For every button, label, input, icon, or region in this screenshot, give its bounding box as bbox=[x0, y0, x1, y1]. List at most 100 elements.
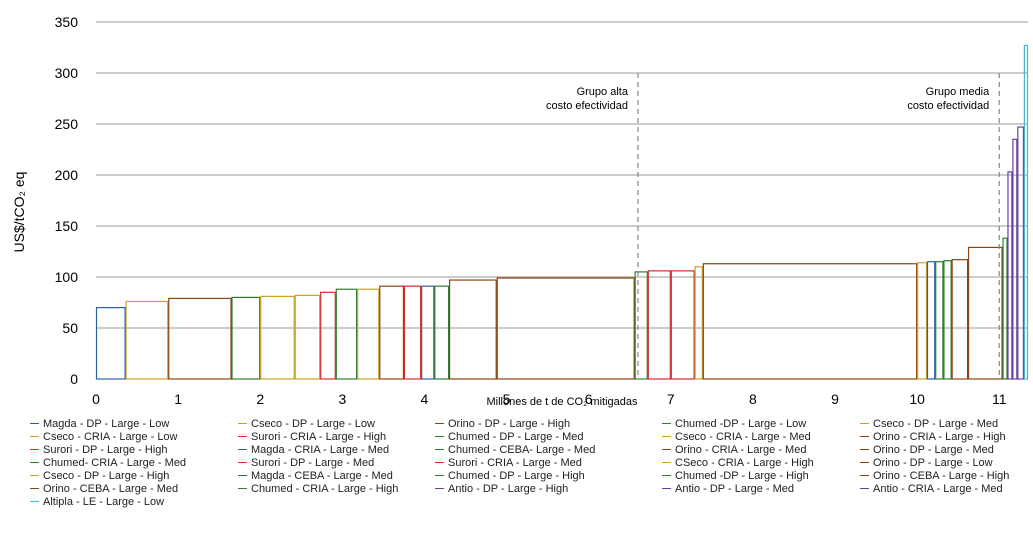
legend-label: Surori - DP - Large - Med bbox=[251, 457, 374, 469]
legend-swatch bbox=[238, 462, 247, 463]
y-tick-label: 250 bbox=[55, 116, 79, 132]
legend-label: Surori - DP - Large - High bbox=[43, 444, 168, 456]
bar-31 bbox=[1024, 45, 1027, 379]
bar-3 bbox=[169, 298, 231, 379]
bar-24 bbox=[944, 261, 951, 379]
bar-21 bbox=[918, 263, 927, 379]
bar-10 bbox=[380, 286, 404, 379]
legend-swatch bbox=[860, 423, 869, 424]
bar-14 bbox=[450, 280, 497, 379]
x-tick-label: 7 bbox=[667, 391, 675, 407]
legend-item: Chumed - CEBA- Large - Med bbox=[435, 444, 595, 457]
legend-swatch bbox=[662, 488, 671, 489]
legend-label: Chumed - CRIA - Large - High bbox=[251, 483, 398, 495]
legend-swatch bbox=[30, 449, 39, 450]
mac-chart: Grupo alta costo efectividad Grupo media co… bbox=[0, 0, 1033, 410]
legend-swatch bbox=[435, 475, 444, 476]
legend-label: Antio - DP - Large - Med bbox=[675, 483, 794, 495]
legend-label: Magda - CRIA - Large - Med bbox=[251, 444, 389, 456]
legend-swatch bbox=[238, 449, 247, 450]
legend-item: Chumed -DP - Large - Low bbox=[662, 418, 806, 431]
bar-30 bbox=[1018, 127, 1024, 379]
bar-16 bbox=[635, 272, 647, 379]
legend-item: Chumed - DP - Large - Med bbox=[435, 431, 584, 444]
annotation-label-line2: costo efectividad bbox=[546, 100, 628, 112]
legend-item: Orino - CEBA - Large - Med bbox=[30, 483, 178, 496]
bar-15 bbox=[497, 278, 634, 379]
legend-label: Cseco - CRIA - Large - Low bbox=[43, 431, 178, 443]
bar-27 bbox=[1003, 238, 1007, 379]
y-tick-label: 50 bbox=[62, 320, 78, 336]
legend-swatch bbox=[860, 488, 869, 489]
legend-label: Antio - DP - Large - High bbox=[448, 483, 568, 495]
legend-item: Chumed -DP - Large - High bbox=[662, 470, 809, 483]
x-tick-label: 4 bbox=[421, 391, 429, 407]
legend-swatch bbox=[860, 475, 869, 476]
legend-label: Cseco - DP - Large - Med bbox=[873, 418, 998, 430]
legend-item: Chumed - CRIA - Large - High bbox=[238, 483, 398, 496]
legend-swatch bbox=[662, 423, 671, 424]
legend-label: Chumed -DP - Large - Low bbox=[675, 418, 806, 430]
legend-item: Cseco - CRIA - Large - Med bbox=[662, 431, 811, 444]
y-tick-labels: 0 50 100 150 200 250 300 350 bbox=[55, 14, 79, 387]
legend-swatch bbox=[662, 449, 671, 450]
legend-swatch bbox=[860, 462, 869, 463]
legend-swatch bbox=[30, 488, 39, 489]
legend-swatch bbox=[435, 423, 444, 424]
legend-item: Surori - CRIA - Large - Med bbox=[435, 457, 582, 470]
legend-item: Antio - DP - Large - Med bbox=[662, 483, 794, 496]
legend-swatch bbox=[238, 436, 247, 437]
legend-label: Surori - CRIA - Large - High bbox=[251, 431, 386, 443]
legend-item: Cseco - DP - Large - Med bbox=[860, 418, 998, 431]
legend-item: Chumed - DP - Large - High bbox=[435, 470, 585, 483]
legend-swatch bbox=[435, 436, 444, 437]
bar-26 bbox=[969, 247, 1002, 379]
legend-label: CSeco - CRIA - Large - High bbox=[675, 457, 814, 469]
x-axis-label: Millones de t de CO₂ mitigadas bbox=[486, 396, 638, 408]
y-tick-label: 0 bbox=[70, 371, 78, 387]
legend-swatch bbox=[435, 449, 444, 450]
legend-swatch bbox=[860, 436, 869, 437]
legend-label: Orino - CRIA - Large - High bbox=[873, 431, 1006, 443]
legend-item: Orino - CRIA - Large - Med bbox=[662, 444, 806, 457]
legend-label: Orino - CRIA - Large - Med bbox=[675, 444, 806, 456]
legend-label: Orino - DP - Large - Med bbox=[873, 444, 994, 456]
legend-item: Altipla - LE - Large - Low bbox=[30, 496, 164, 509]
legend-label: Surori - CRIA - Large - Med bbox=[448, 457, 582, 469]
legend-item: CSeco - CRIA - Large - High bbox=[662, 457, 814, 470]
legend-swatch bbox=[30, 462, 39, 463]
bar-22 bbox=[927, 262, 934, 379]
annotation-label-line2: costo efectividad bbox=[907, 100, 989, 112]
legend-swatch bbox=[662, 462, 671, 463]
legend-item: Antio - CRIA - Large - Med bbox=[860, 483, 1003, 496]
legend-item: Chumed- CRIA - Large - Med bbox=[30, 457, 186, 470]
legend-item: Orino - DP - Large - High bbox=[435, 418, 570, 431]
legend-item: Orino - CEBA - Large - High bbox=[860, 470, 1009, 483]
legend-swatch bbox=[30, 436, 39, 437]
bar-28 bbox=[1008, 172, 1012, 379]
bar-4 bbox=[232, 297, 260, 379]
legend-item: Surori - CRIA - Large - High bbox=[238, 431, 386, 444]
legend-label: Magda - CEBA - Large - Med bbox=[251, 470, 393, 482]
legend-swatch bbox=[238, 488, 247, 489]
x-tick-label: 11 bbox=[992, 391, 1007, 407]
annotation-label-line1: Grupo alta bbox=[577, 86, 629, 98]
legend-swatch bbox=[30, 423, 39, 424]
legend-swatch bbox=[238, 475, 247, 476]
legend-swatch bbox=[860, 449, 869, 450]
legend-label: Cseco - DP - Large - Low bbox=[251, 418, 375, 430]
legend-swatch bbox=[435, 488, 444, 489]
x-tick-label: 10 bbox=[909, 391, 925, 407]
bar-20 bbox=[703, 264, 916, 379]
legend-label: Orino - CEBA - Large - Med bbox=[43, 483, 178, 495]
legend-swatch bbox=[30, 475, 39, 476]
legend-label: Cseco - CRIA - Large - Med bbox=[675, 431, 811, 443]
bar-1 bbox=[97, 308, 126, 379]
legend-swatch bbox=[662, 475, 671, 476]
legend-label: Orino - CEBA - Large - High bbox=[873, 470, 1009, 482]
legend-item: Orino - DP - Large - Low bbox=[860, 457, 993, 470]
x-tick-label: 3 bbox=[338, 391, 346, 407]
bar-13 bbox=[435, 286, 449, 379]
legend-label: Orino - DP - Large - Low bbox=[873, 457, 993, 469]
bar-17 bbox=[648, 271, 670, 379]
